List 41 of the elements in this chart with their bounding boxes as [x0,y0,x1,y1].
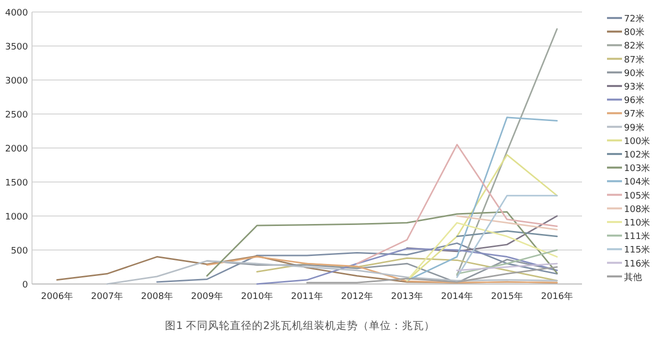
y-tick-label: 0 [22,280,28,290]
y-tick-label: 2000 [5,144,28,154]
legend-label: 80米 [624,27,644,38]
y-tick-label: 2500 [5,110,28,120]
x-tick-label: 2006年 [41,291,73,302]
y-tick-label: 4000 [5,8,28,18]
y-tick-label: 1000 [5,212,28,222]
legend-label: 116米 [624,258,650,270]
legend-label: 99米 [624,122,644,134]
legend-label: 100米 [624,136,650,147]
legend-label: 110米 [624,218,650,228]
x-tick-label: 2008年 [141,291,173,302]
legend-label: 72米 [624,14,644,24]
x-tick-label: 2007年 [91,291,123,302]
legend-label: 108米 [624,204,650,215]
legend-label: 其他 [624,272,642,283]
x-tick-label: 2010年 [241,291,273,302]
legend-label: 87米 [624,54,644,66]
legend-label: 103米 [624,163,650,174]
legend-label: 93米 [624,82,644,92]
legend-label: 102米 [624,150,650,160]
legend-label: 115米 [624,244,650,256]
legend-label: 96米 [624,95,644,106]
legend-label: 90米 [624,68,644,79]
x-tick-label: 2016年 [541,291,573,302]
y-tick-label: 1500 [5,178,28,188]
legend-label: 97米 [624,108,644,120]
x-tick-label: 2011年 [291,291,323,302]
x-tick-label: 2013年 [391,291,423,302]
x-tick-label: 2015年 [491,291,523,302]
legend-label: 111米 [624,231,650,242]
x-tick-label: 2012年 [341,291,373,302]
y-tick-label: 500 [10,246,28,256]
text: 图1 不同风轮直径的2兆瓦机组装机走势（单位：兆瓦） [165,319,435,332]
x-tick-label: 2014年 [441,291,473,302]
x-tick-label: 2009年 [191,291,223,302]
legend-label: 105米 [624,190,650,202]
y-tick-label: 3500 [5,42,28,52]
y-tick-label: 3000 [5,76,28,86]
legend-label: 82米 [624,40,644,52]
legend-label: 104米 [624,176,650,188]
